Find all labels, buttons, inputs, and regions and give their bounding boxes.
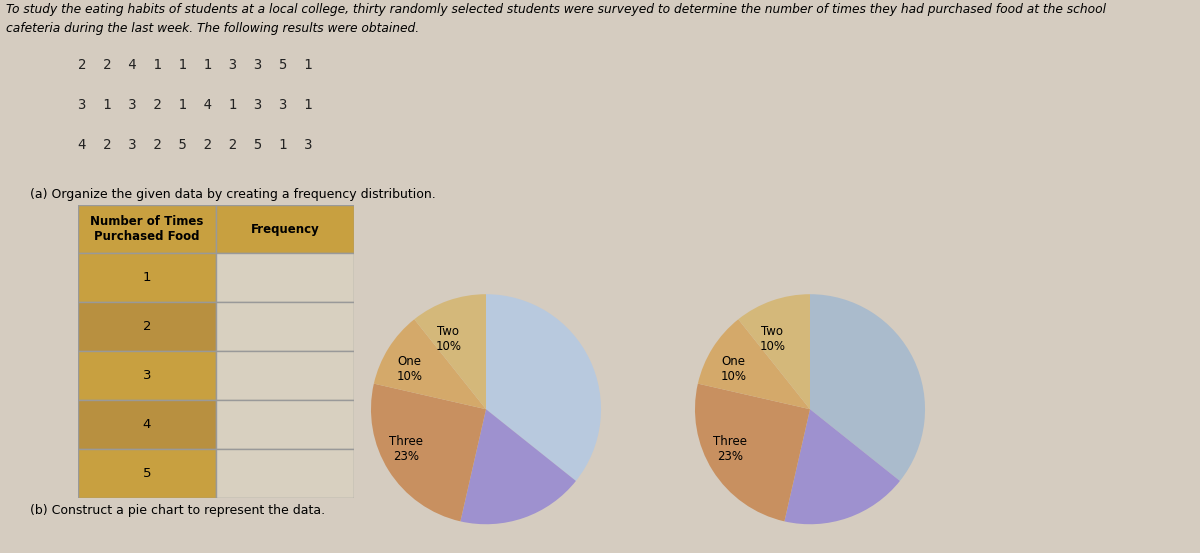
Text: 1: 1	[143, 272, 151, 284]
Text: One
10%: One 10%	[397, 356, 422, 383]
Bar	[216, 400, 354, 449]
Bar	[78, 351, 216, 400]
Text: Two
10%: Two 10%	[760, 325, 785, 353]
Bar	[78, 302, 216, 351]
Text: Three
23%: Three 23%	[389, 435, 422, 463]
Text: 3: 3	[143, 369, 151, 382]
Text: (a) Organize the given data by creating a frequency distribution.: (a) Organize the given data by creating …	[30, 188, 436, 201]
Text: One
10%: One 10%	[721, 356, 746, 383]
Wedge shape	[371, 384, 486, 521]
Text: 3  1  3  2  1  4  1  3  3  1: 3 1 3 2 1 4 1 3 3 1	[78, 98, 312, 112]
Text: 4: 4	[143, 418, 151, 431]
Text: 4  2  3  2  5  2  2  5  1  3: 4 2 3 2 5 2 2 5 1 3	[78, 138, 312, 152]
Text: Frequency: Frequency	[251, 222, 319, 236]
Wedge shape	[695, 384, 810, 521]
Text: cafeteria during the last week. The following results were obtained.: cafeteria during the last week. The foll…	[6, 22, 419, 35]
Text: 2  2  4  1  1  1  3  3  5  1: 2 2 4 1 1 1 3 3 5 1	[78, 58, 312, 72]
Text: Number of Times
Purchased Food: Number of Times Purchased Food	[90, 215, 204, 243]
Bar	[216, 449, 354, 498]
Text: 5: 5	[143, 467, 151, 480]
Text: Three
23%: Three 23%	[713, 435, 746, 463]
Bar	[78, 400, 216, 449]
Text: 2: 2	[143, 320, 151, 333]
Wedge shape	[785, 409, 900, 524]
Text: Two
10%: Two 10%	[436, 325, 461, 353]
Text: To study the eating habits of students at a local college, thirty randomly selec: To study the eating habits of students a…	[6, 3, 1106, 16]
Bar	[216, 253, 354, 302]
Bar	[78, 205, 216, 253]
Bar	[216, 205, 354, 253]
Bar	[216, 302, 354, 351]
Wedge shape	[486, 294, 601, 481]
Wedge shape	[461, 409, 576, 524]
Wedge shape	[698, 319, 810, 409]
Wedge shape	[414, 294, 486, 409]
Bar	[216, 351, 354, 400]
Bar	[78, 449, 216, 498]
Text: (b) Construct a pie chart to represent the data.: (b) Construct a pie chart to represent t…	[30, 504, 325, 518]
Wedge shape	[738, 294, 810, 409]
Wedge shape	[810, 294, 925, 481]
Bar	[78, 253, 216, 302]
Wedge shape	[374, 319, 486, 409]
